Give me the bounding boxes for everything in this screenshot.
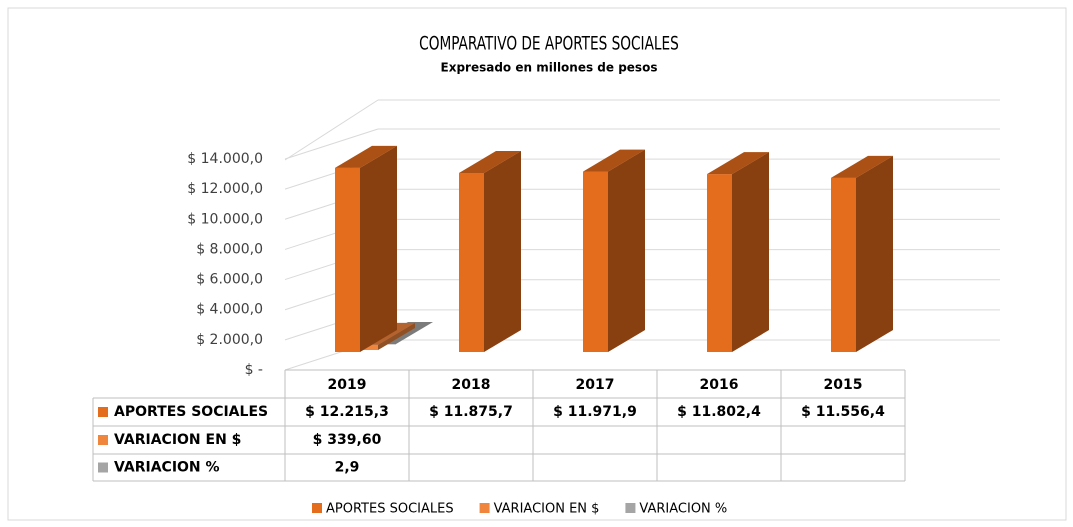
bar-side-shade	[484, 151, 521, 352]
bar-side-shade	[856, 155, 893, 352]
legend-swatch	[98, 435, 108, 445]
x-tick-label: 2018	[452, 377, 491, 393]
bar-top	[459, 151, 521, 174]
bar-side-shade	[360, 145, 397, 352]
y-tick-label: $ 12.000,0	[187, 181, 263, 197]
legend-label: VARIACION EN $	[494, 502, 600, 517]
data-label: $ 11.971,9	[553, 404, 637, 420]
y-tick-label: $ 14.000,0	[187, 151, 263, 167]
bar-side-shade	[732, 152, 769, 352]
bar-top	[335, 145, 397, 168]
bar-top	[707, 152, 769, 175]
data-label: $ 339,60	[313, 432, 382, 448]
legend-label: APORTES SOCIALES	[326, 502, 454, 517]
row-label: APORTES SOCIALES	[114, 404, 268, 420]
bar-side-shade	[608, 149, 645, 352]
legend-swatch	[312, 503, 322, 513]
row-label: VARIACION EN $	[114, 432, 241, 448]
bar-top	[831, 155, 893, 178]
legend-swatch	[98, 407, 108, 417]
bar-side	[378, 322, 415, 350]
data-label: $ 11.802,4	[677, 404, 761, 420]
bar	[583, 171, 608, 352]
data-label: $ 11.875,7	[429, 404, 513, 420]
x-tick-label: 2017	[576, 377, 615, 393]
y-tick-label: $ 4.000,0	[196, 302, 263, 318]
bar-side-shade	[396, 321, 433, 344]
bar-side	[856, 155, 893, 352]
legend-swatch	[98, 462, 108, 473]
y-tick-label: $ 2.000,0	[196, 332, 263, 348]
grid-line	[284, 128, 379, 160]
bar-side	[732, 152, 769, 352]
data-label: $ 11.556,4	[801, 404, 885, 420]
bar-side	[360, 145, 397, 352]
y-tick-label: $ 10.000,0	[187, 211, 263, 227]
x-tick-label: 2016	[700, 377, 739, 393]
bar-side-shade	[378, 322, 415, 350]
legend-swatch	[625, 503, 636, 513]
legend-label: VARIACION %	[639, 502, 727, 517]
bar-top-shade	[707, 152, 769, 175]
bar-top-shade	[831, 155, 893, 178]
wall-edge	[284, 99, 379, 161]
bar-top-shade	[335, 145, 397, 168]
bar	[335, 167, 360, 352]
row-label: VARIACION %	[114, 460, 220, 476]
x-tick-label: 2019	[328, 377, 367, 393]
bar	[459, 173, 484, 352]
legend-swatch	[479, 503, 490, 513]
bar-side	[484, 151, 521, 352]
bar-top-shade	[583, 149, 645, 172]
bar-side	[608, 149, 645, 352]
chart-title: COMPARATIVO DE APORTES SOCIALES	[419, 33, 679, 55]
bar-top-shade	[459, 151, 521, 174]
bar	[707, 174, 732, 352]
y-tick-label: $ 6.000,0	[196, 272, 263, 288]
data-label: 2,9	[335, 460, 360, 476]
bar-side	[396, 321, 433, 344]
chart-subtitle: Expresado en millones de pesos	[441, 61, 658, 75]
x-tick-label: 2015	[824, 377, 863, 393]
data-label: $ 12.215,3	[305, 404, 389, 420]
y-tick-label: $ -	[245, 362, 263, 378]
bar	[831, 177, 856, 352]
y-tick-label: $ 8.000,0	[196, 241, 263, 257]
bar-top	[583, 149, 645, 172]
